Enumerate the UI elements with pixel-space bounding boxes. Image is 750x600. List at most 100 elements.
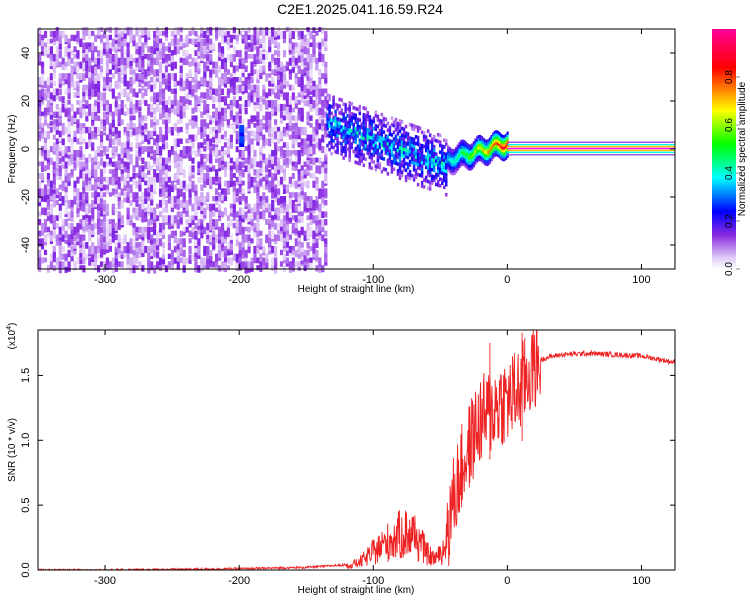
spectrogram-cell <box>67 157 71 164</box>
spectrogram-cell <box>220 96 225 103</box>
spectrogram-cell <box>463 140 466 144</box>
spectrogram-cell <box>376 165 380 169</box>
spectrogram-cell <box>271 230 275 240</box>
spectrogram-cell <box>147 65 151 72</box>
spectrogram-cell <box>297 134 301 140</box>
spectrogram-cell <box>448 167 451 171</box>
spectrogram-cell <box>215 146 219 155</box>
spectrogram-cell <box>167 84 172 92</box>
spectrogram-cell <box>256 111 260 121</box>
spectrogram-cell <box>61 123 65 130</box>
spectrogram-cell <box>144 123 148 130</box>
spectrogram-cell <box>440 144 444 149</box>
colorbar-tick-label: 0.8 <box>724 70 735 84</box>
spectrogram-cell <box>176 161 180 167</box>
spectrogram-cell <box>235 226 239 234</box>
spectrogram-cell <box>185 42 189 48</box>
spectrogram-cell <box>392 120 396 125</box>
spectrogram-cell <box>49 230 54 236</box>
spectrogram-cell <box>170 73 174 81</box>
spectrogram-cell <box>408 169 412 174</box>
spectrogram-cell <box>97 180 101 187</box>
spectrogram-cell <box>334 149 337 154</box>
spectrogram-cell <box>306 73 310 81</box>
spectrogram-cell <box>147 230 151 239</box>
spectrogram-cell <box>297 30 301 37</box>
spectrogram-cell <box>232 161 236 170</box>
spectrogram-cell <box>321 53 325 62</box>
spectrogram-cell <box>271 265 275 271</box>
spectrogram-cell <box>321 38 325 47</box>
spectrogram-cell <box>412 174 416 179</box>
spectrogram-cell <box>309 69 313 78</box>
spectrogram-cell <box>99 180 104 188</box>
spectrogram-cell <box>238 77 242 83</box>
spectrogram-cell <box>285 261 290 267</box>
spectrogram-cell <box>182 249 186 257</box>
spectrogram-cell <box>99 123 104 130</box>
spectrogram-cell <box>398 122 402 127</box>
spectrogram-cell <box>138 57 142 66</box>
spectrogram-cell <box>85 103 89 109</box>
spectrogram-cell <box>226 42 231 51</box>
spectrogram-cell <box>120 100 124 108</box>
spectrogram-cell <box>85 88 89 97</box>
spectrogram-cell <box>167 196 172 204</box>
spectrogram-cell <box>58 245 62 255</box>
spectrogram-cell <box>285 161 290 168</box>
spectrogram-cell <box>173 184 177 191</box>
spectrogram-cell <box>288 30 292 39</box>
spectrogram-cell <box>396 121 400 126</box>
spectrogram-cell <box>368 118 372 123</box>
spectrogram-cell <box>503 146 506 150</box>
spectrogram-cell <box>479 152 482 156</box>
spectrogram-cell <box>52 34 56 42</box>
spectrogram-cell <box>300 80 304 89</box>
spectrogram-cell <box>206 192 210 201</box>
spectrogram-cell <box>300 215 304 223</box>
spectrogram-cell <box>276 65 281 72</box>
spectrogram-cell <box>76 80 80 87</box>
spectrogram-cell <box>82 107 86 116</box>
spectrogram-cell <box>368 121 372 126</box>
spectrogram-cell <box>94 149 98 156</box>
spectrogram-cell <box>239 128 245 133</box>
spectrogram-cell <box>271 192 275 199</box>
spectrogram-cell <box>38 88 42 94</box>
spectrogram-cell <box>392 157 396 161</box>
spectrogram-cell <box>388 162 392 167</box>
spectrogram-cell <box>350 115 353 119</box>
spectrogram-cell <box>111 169 115 178</box>
spectrogram-cell <box>206 203 210 211</box>
spectrogram-cell <box>348 148 351 152</box>
spectrogram-cell <box>482 146 485 150</box>
spectrogram-cell <box>203 100 207 106</box>
spectrogram-cell <box>338 124 341 129</box>
spectrogram-cell <box>138 27 142 33</box>
spectrogram-cell <box>436 169 440 174</box>
spectrogram-cell <box>268 222 272 230</box>
spectrogram-cell <box>46 180 51 188</box>
spectrogram-cell <box>463 145 466 149</box>
spectrogram-cell <box>150 61 154 70</box>
spectrogram-cell <box>49 253 54 262</box>
spectrogram-cell <box>46 157 51 163</box>
spectrogram-cell <box>247 203 251 210</box>
spectrogram-cell <box>288 261 292 269</box>
spectrogram-cell <box>111 257 115 264</box>
spectrogram-cell <box>350 112 353 116</box>
spectrogram-cell <box>426 162 430 167</box>
spectrogram-cell <box>265 199 269 208</box>
spectrogram-cell <box>430 164 434 168</box>
spectrogram-cell <box>135 161 139 168</box>
spectrogram-cell <box>321 180 325 188</box>
spectrogram-cell <box>176 219 180 225</box>
spectrogram-cell <box>200 77 204 85</box>
spectrogram-cell <box>105 188 110 195</box>
spectrogram-cell <box>220 149 225 157</box>
spectrogram-cell <box>46 188 51 195</box>
spectrogram-cell <box>150 184 154 192</box>
spectrogram-cell <box>176 203 180 210</box>
spectrogram-cell <box>471 151 474 156</box>
spectrogram-cell <box>217 103 222 112</box>
